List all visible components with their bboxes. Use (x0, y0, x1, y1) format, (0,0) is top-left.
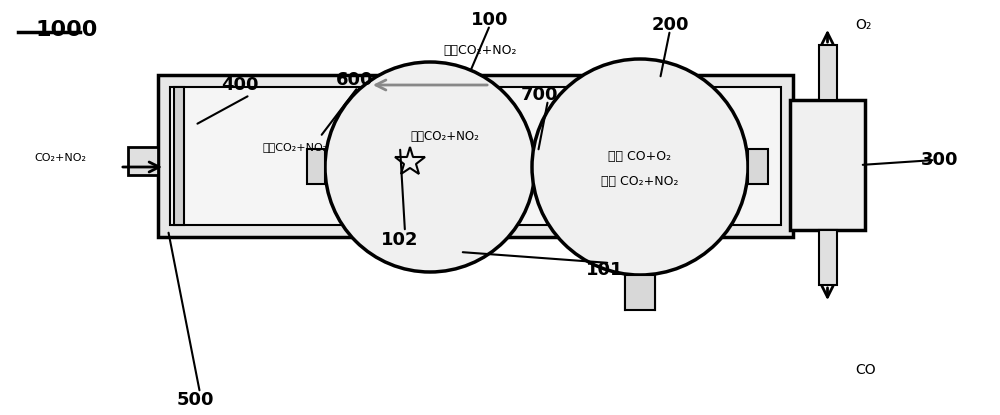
Bar (535, 149, 553, 185)
Bar (748, 149, 768, 185)
Bar (818, 45, 836, 100)
Text: 气态 CO+O₂: 气态 CO+O₂ (608, 151, 672, 164)
Circle shape (532, 59, 748, 275)
Bar (170, 87, 781, 225)
Text: 400: 400 (221, 76, 259, 94)
Bar (128, 147, 158, 175)
Text: 100: 100 (471, 11, 509, 29)
Bar (790, 100, 865, 230)
Text: 气态CO₂+NO₂: 气态CO₂+NO₂ (262, 142, 328, 152)
Bar (307, 149, 325, 185)
Text: 200: 200 (651, 16, 689, 34)
Bar (158, 75, 793, 237)
Text: O₂: O₂ (855, 18, 871, 32)
Text: 1000: 1000 (35, 20, 97, 40)
Bar (174, 87, 184, 225)
Text: CO: CO (855, 363, 876, 377)
Text: 液态 CO₂+NO₂: 液态 CO₂+NO₂ (601, 176, 679, 188)
Text: CO₂+NO₂: CO₂+NO₂ (34, 153, 86, 163)
Text: 气态CO₂+NO₂: 气态CO₂+NO₂ (411, 130, 479, 144)
Text: 液态CO₂+NO₂: 液态CO₂+NO₂ (443, 44, 517, 56)
Circle shape (325, 62, 535, 272)
Text: 102: 102 (381, 231, 419, 249)
Text: 700: 700 (521, 86, 559, 104)
Text: 500: 500 (176, 391, 214, 409)
Bar (625, 275, 655, 310)
Bar (818, 230, 836, 285)
Text: 600: 600 (336, 71, 374, 89)
Text: 300: 300 (921, 151, 959, 169)
Text: 101: 101 (586, 261, 624, 279)
